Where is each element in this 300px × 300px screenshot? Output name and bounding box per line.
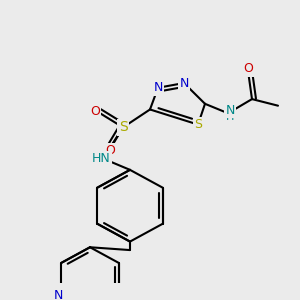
Text: O: O <box>243 62 253 75</box>
Text: N: N <box>225 104 235 117</box>
Text: S: S <box>194 118 202 131</box>
Text: O: O <box>90 105 100 118</box>
Text: O: O <box>105 145 115 158</box>
Text: N: N <box>54 289 63 300</box>
Text: N: N <box>179 76 189 89</box>
Text: N: N <box>153 81 163 94</box>
Text: HN: HN <box>92 152 110 165</box>
Text: H: H <box>226 112 234 122</box>
Text: S: S <box>118 120 127 134</box>
